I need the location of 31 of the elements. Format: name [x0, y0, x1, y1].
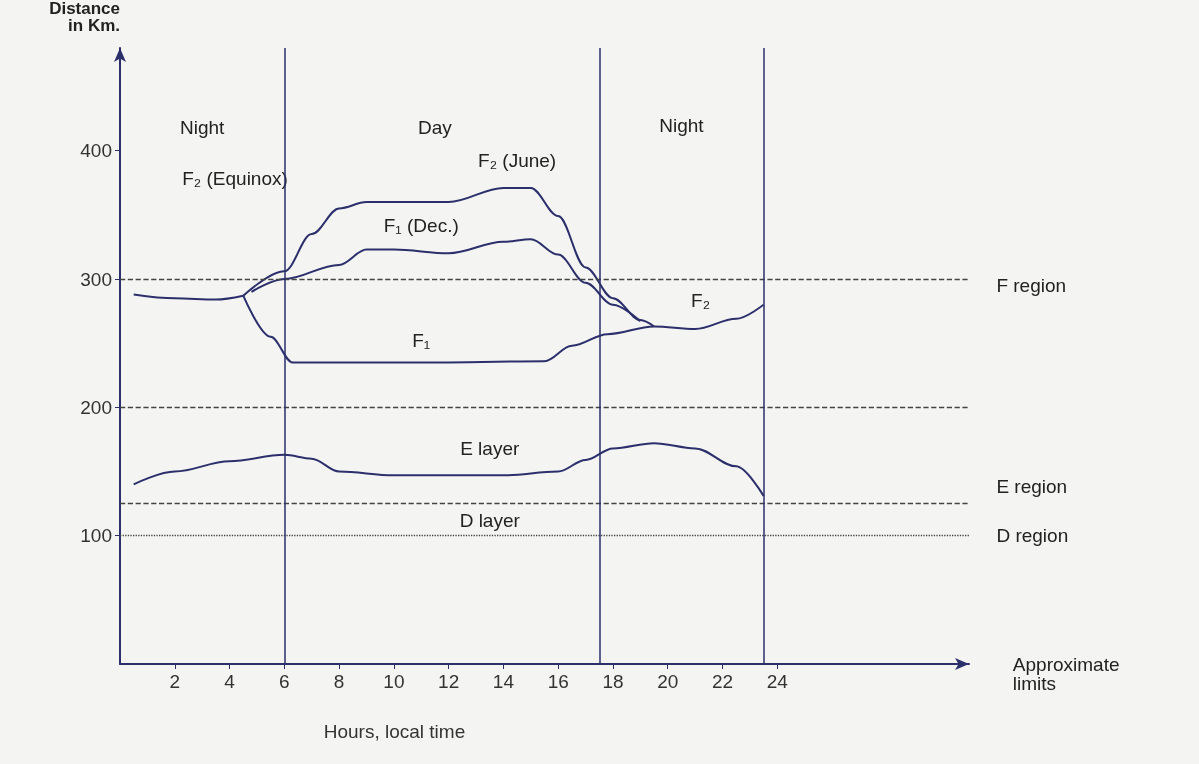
- y-tick-label: 400: [80, 140, 112, 162]
- annotation: Night: [659, 114, 705, 136]
- text: D region: [996, 525, 1069, 547]
- x-tick-label: 6: [279, 671, 290, 692]
- x-tick-label: 12: [438, 671, 460, 692]
- annotation: E layer: [460, 437, 520, 459]
- y-axis-title: Distance in Km.: [49, 0, 120, 35]
- x-tick-label: 24: [766, 671, 789, 692]
- x-tick-label: 10: [383, 671, 405, 692]
- x-tick-label: 18: [602, 671, 624, 692]
- y-tick-label: 200: [80, 396, 112, 418]
- x-axis-title: Hours, local time: [323, 721, 466, 742]
- text: Approximate limits: [1012, 654, 1120, 695]
- text: E region: [996, 476, 1068, 498]
- x-tick-label: 20: [657, 671, 679, 692]
- y-tick-label: 300: [80, 268, 112, 290]
- annotation: F₁ (Dec.): [383, 214, 459, 236]
- text: F region: [996, 274, 1067, 296]
- x-tick-label: 2: [169, 671, 181, 692]
- annotation: Day: [418, 117, 453, 139]
- annotation: F₁: [412, 330, 431, 352]
- y-tick-label: 100: [80, 525, 112, 547]
- x-tick-label: 22: [711, 671, 734, 692]
- x-tick-label: 8: [333, 671, 345, 692]
- x-tick-label: 4: [224, 671, 236, 692]
- annotation: D layer: [459, 509, 521, 531]
- x-tick-label: 16: [547, 671, 569, 692]
- annotation: Night: [179, 117, 226, 139]
- annotation: F₂ (June): [478, 150, 557, 172]
- x-tick-label: 14: [492, 671, 515, 692]
- annotation: F₂: [691, 290, 711, 312]
